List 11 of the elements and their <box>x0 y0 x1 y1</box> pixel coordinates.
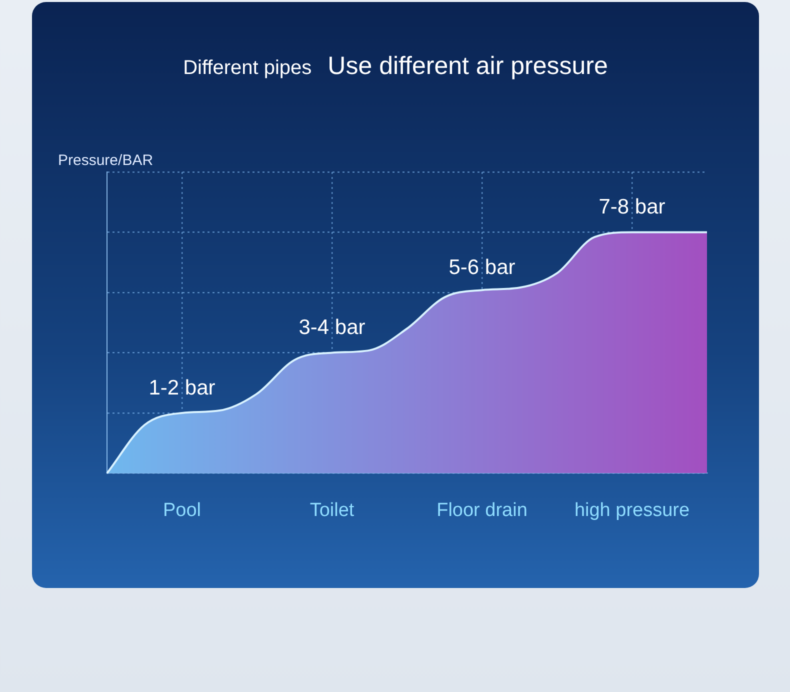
chart-subtitle: Use different air pressure <box>328 52 608 80</box>
x-tick-label: high pressure <box>574 500 690 521</box>
chart-title: Different pipes <box>183 57 312 79</box>
annotation: 3-4 bar <box>298 316 366 340</box>
y-axis-title: Pressure/BAR <box>58 152 154 169</box>
x-tick-label: Floor drain <box>436 500 528 521</box>
x-tick-label: Pool <box>162 500 202 521</box>
x-tick-label: Toilet <box>310 500 355 521</box>
annotation: 1-2 bar <box>148 376 216 400</box>
annotation: 5-6 bar <box>448 256 516 279</box>
annotation: 7-8 bar <box>598 196 666 219</box>
